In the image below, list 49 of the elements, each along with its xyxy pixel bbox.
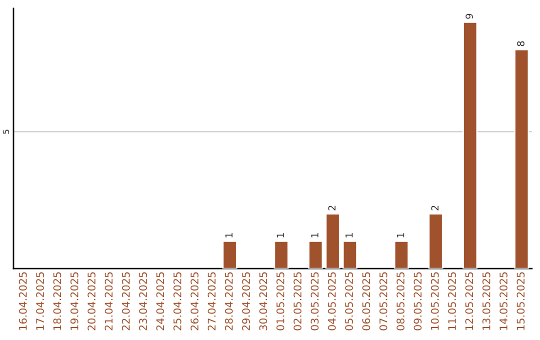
x-tick-label: 21.04.2025 [104, 272, 113, 330]
x-tick-label: 08.05.2025 [396, 272, 404, 330]
bar [428, 213, 444, 269]
x-tick-label: 13.05.2025 [482, 272, 490, 330]
data-label: 1 [276, 233, 284, 238]
x-tick-label: 05.05.2025 [345, 272, 353, 330]
x-tick-label: 18.04.2025 [53, 272, 62, 330]
x-tick-label: 09.05.2025 [414, 272, 422, 330]
bar [325, 213, 340, 269]
x-tick-label: 30.04.2025 [259, 272, 268, 330]
bar [394, 240, 410, 269]
x-tick-label: 14.05.2025 [500, 272, 508, 330]
x-tick-label: 22.04.2025 [122, 272, 130, 330]
bar [514, 48, 530, 269]
x-tick-label: 19.04.2025 [70, 272, 78, 330]
y-tick-label: 5 [2, 130, 10, 134]
x-tick-label: 12.05.2025 [465, 272, 474, 330]
data-label: 2 [328, 206, 336, 210]
x-tick-label: 10.05.2025 [430, 272, 439, 330]
x-tick-label: 25.04.2025 [173, 272, 182, 330]
x-tick-label: 24.04.2025 [156, 272, 164, 330]
bar [222, 240, 238, 269]
bar [274, 240, 289, 269]
data-label: 1 [311, 233, 318, 238]
x-tick-label: 27.04.2025 [208, 272, 216, 330]
bar [342, 240, 358, 269]
data-label: 9 [466, 14, 473, 19]
data-label: 1 [397, 233, 404, 238]
x-tick-label: 07.05.2025 [379, 272, 388, 330]
x-tick-label: 06.05.2025 [362, 272, 370, 330]
x-tick-label: 15.05.2025 [516, 272, 525, 330]
x-tick-label: 17.04.2025 [36, 272, 44, 330]
x-tick-label: 01.05.2025 [276, 272, 284, 330]
data-label: 1 [225, 233, 232, 238]
x-tick-label: 16.04.2025 [18, 272, 27, 330]
data-label: 1 [346, 233, 353, 238]
x-tick-label: 11.05.2025 [448, 272, 456, 330]
data-label: 8 [517, 41, 524, 46]
data-label: 2 [431, 206, 438, 210]
x-tick-label: 02.05.2025 [294, 272, 302, 330]
x-tick-label: 26.04.2025 [190, 272, 198, 330]
bar [462, 21, 478, 269]
x-tick-label: 03.05.2025 [310, 272, 319, 330]
x-tick-label: 20.04.2025 [88, 272, 96, 330]
x-tick-label: 29.04.2025 [242, 272, 250, 330]
bar [308, 240, 324, 269]
x-tick-label: 23.04.2025 [139, 272, 147, 330]
x-tick-label: 28.04.2025 [224, 272, 233, 330]
x-tick-label: 04.05.2025 [328, 272, 336, 330]
